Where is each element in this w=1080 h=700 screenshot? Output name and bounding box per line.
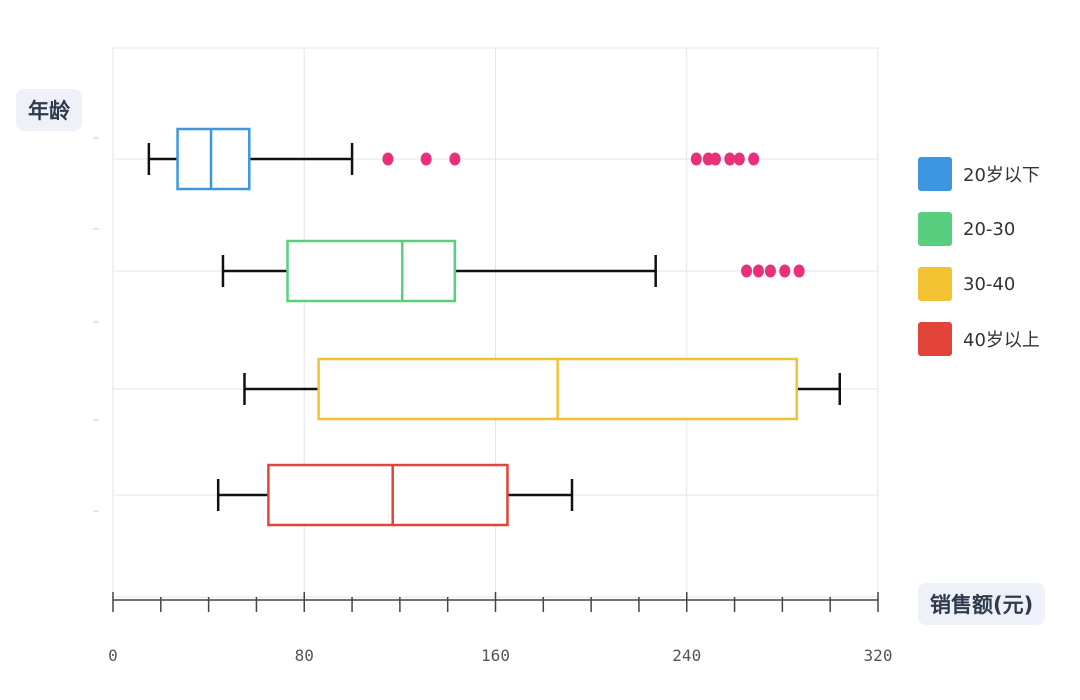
legend-label-2: 30-40 — [963, 273, 1016, 295]
legend-label-1: 20-30 — [963, 218, 1016, 240]
x-tick-label-4: 320 — [864, 646, 893, 665]
x-axis-title: 销售额(元) — [918, 583, 1046, 625]
box-1 — [286, 239, 457, 303]
legend-swatch-1 — [918, 212, 952, 246]
outlier-point-1-1 — [752, 264, 764, 278]
legend-label-0: 20岁以下 — [963, 165, 1040, 186]
x-tick-label-1: 80 — [295, 646, 314, 665]
box-group-2 — [243, 357, 841, 421]
outlier-point-0-5 — [709, 152, 721, 166]
legend-item-0[interactable]: 20岁以下 — [918, 156, 1040, 192]
legend-item-3[interactable]: 40岁以上 — [918, 321, 1040, 357]
outlier-point-0-2 — [449, 152, 461, 166]
outlier-point-0-7 — [733, 152, 745, 166]
legend: 20岁以下 20-30 30-40 40岁以上 — [918, 156, 1040, 376]
legend-item-2[interactable]: 30-40 — [918, 266, 1040, 302]
x-tick-label-2: 160 — [481, 646, 510, 665]
legend-item-1[interactable]: 20-30 — [918, 211, 1040, 247]
y-axis-title: 年龄 — [16, 89, 82, 131]
box-3 — [267, 463, 509, 527]
box-group-1 — [221, 239, 805, 303]
outlier-point-0-8 — [748, 152, 760, 166]
legend-label-3: 40岁以上 — [963, 330, 1040, 351]
outlier-point-1-2 — [764, 264, 776, 278]
outlier-point-1-3 — [779, 264, 791, 278]
x-tick-label-0: 0 — [108, 646, 118, 665]
x-tick-label-3: 240 — [672, 646, 701, 665]
outlier-point-0-6 — [724, 152, 736, 166]
outlier-point-0-3 — [690, 152, 702, 166]
outlier-point-1-4 — [793, 264, 805, 278]
box-group-3 — [216, 463, 574, 527]
box-0 — [176, 127, 251, 191]
legend-swatch-0 — [918, 157, 952, 191]
outlier-point-0-1 — [420, 152, 432, 166]
box-group-0 — [147, 127, 760, 191]
outlier-point-0-0 — [382, 152, 394, 166]
legend-swatch-3 — [918, 322, 952, 356]
outlier-point-1-0 — [741, 264, 753, 278]
legend-swatch-2 — [918, 267, 952, 301]
